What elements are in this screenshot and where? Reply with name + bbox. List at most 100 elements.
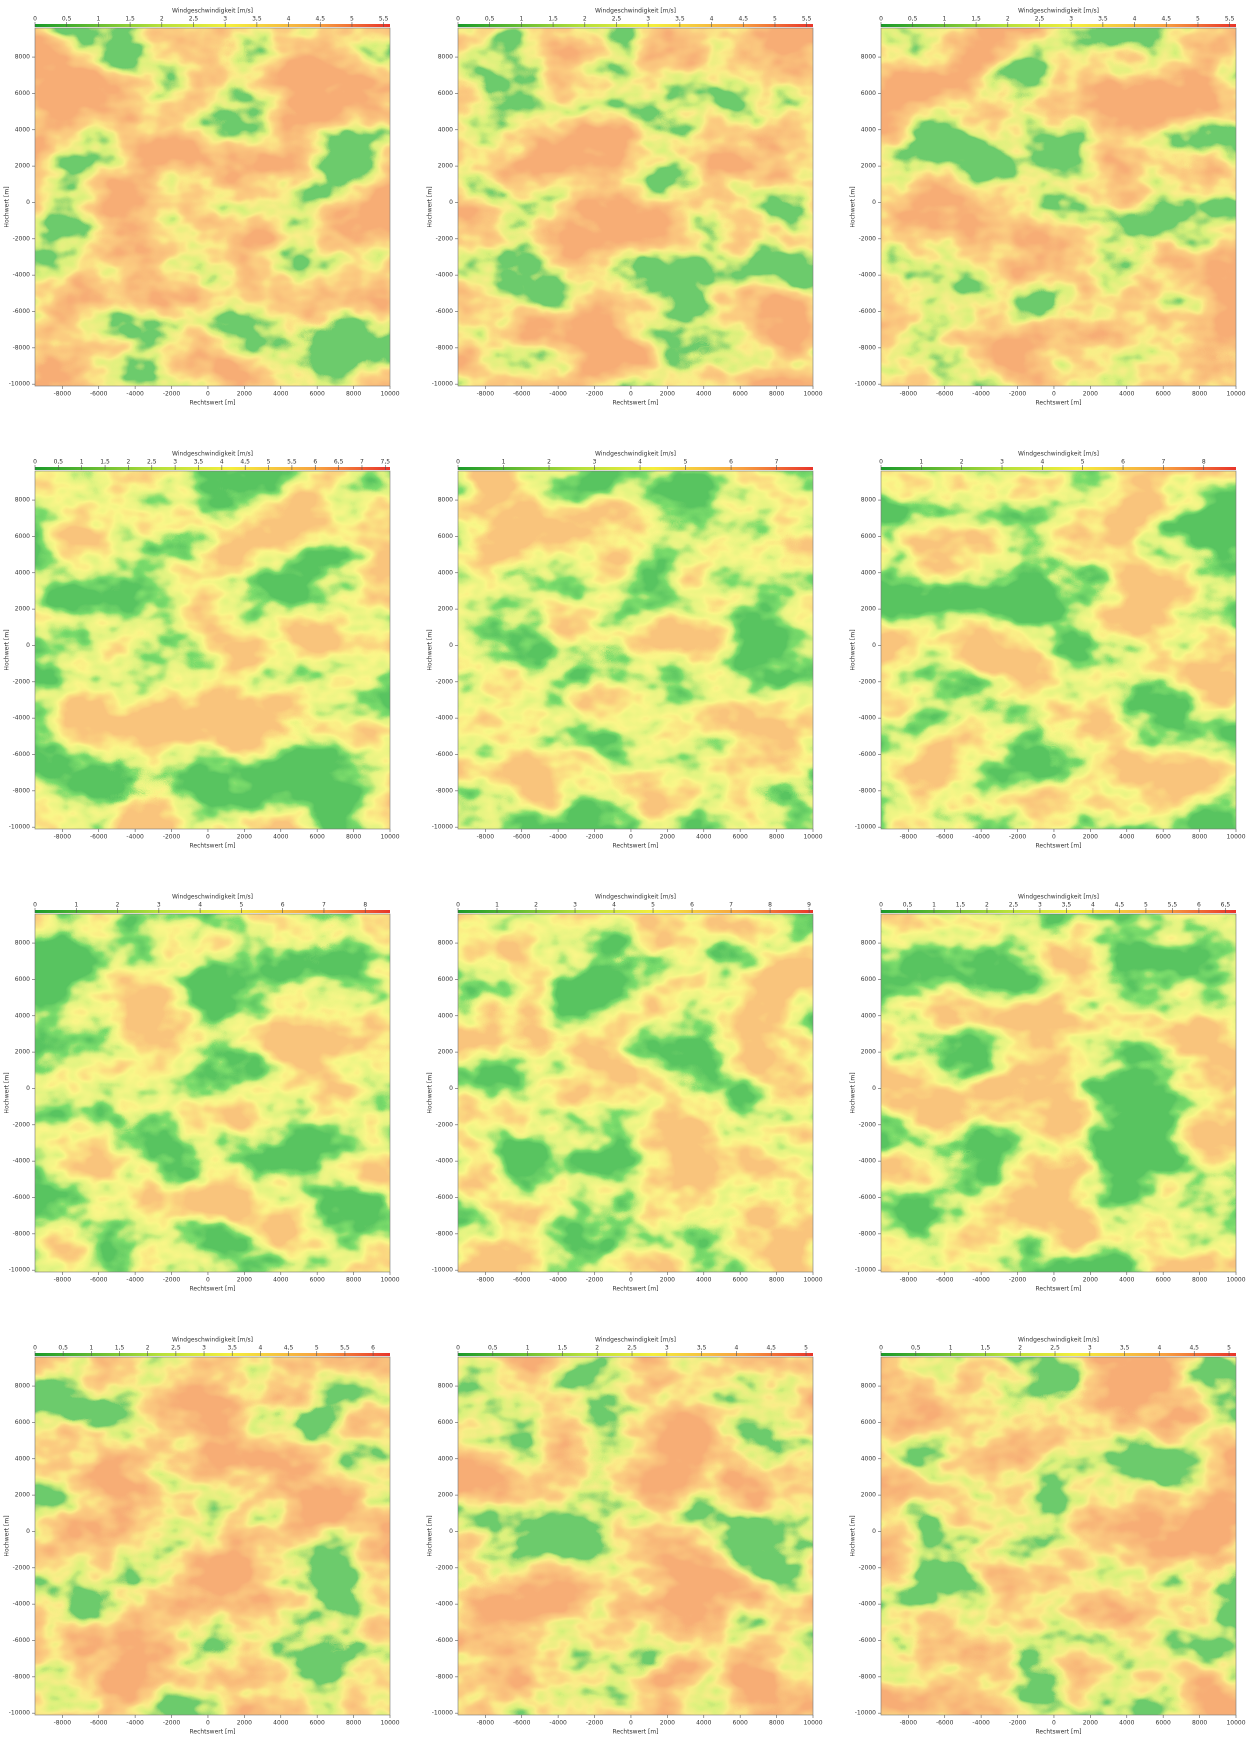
x-tick-label: 2000 [1083,1720,1098,1727]
y-tick-label: -2000 [436,1564,454,1571]
colorbar-title: Windgeschwindigkeit [m/s] [595,1337,676,1344]
y-tick-label: 0 [872,1528,876,1535]
colorbar-tick-label: 4 [198,902,202,909]
x-axis-label: Rechtswert [m] [612,1286,658,1293]
x-tick-label: 0 [629,1720,633,1727]
y-tick-label: 6000 [438,976,453,983]
colorbar-tick-label: 7 [322,902,326,909]
y-tick-label: -2000 [13,235,31,242]
x-tick-label: -4000 [549,834,567,841]
colorbar-tick-label: 0 [456,459,460,466]
y-tick-label: 6000 [438,90,453,97]
x-tick-label: 8000 [1192,1277,1207,1284]
colorbar-tick-label: 5,5 [340,1345,350,1352]
x-tick-label: -2000 [163,834,181,841]
colorbar-tick-label: 3,5 [227,1345,237,1352]
x-tick-label: 4000 [696,391,711,398]
y-axis-label: Hochwert [m] [850,186,857,227]
y-tick-label: 8000 [15,940,30,947]
colorbar-tick-label: 2,5 [1050,1345,1060,1352]
x-tick-label: -8000 [900,1277,918,1284]
y-tick-label: 8000 [438,497,453,504]
colorbar-tick-label: 3,5 [675,16,685,23]
x-tick-label: 0 [1052,1720,1056,1727]
y-tick-label: 2000 [438,163,453,170]
colorbar [881,467,1236,470]
colorbar-tick-label: 3 [573,902,577,909]
colorbar-tick-label: 2 [595,1345,599,1352]
x-tick-label: 10000 [803,834,822,841]
x-tick-label: 6000 [310,391,325,398]
y-tick-label: 6000 [438,1419,453,1426]
colorbar-tick-label: 4 [258,1345,262,1352]
y-tick-label: 2000 [15,1492,30,1499]
colorbar-tick-label: 6 [1197,902,1201,909]
x-tick-label: 2000 [1083,391,1098,398]
colorbar-tick-label: 1 [89,1345,93,1352]
x-tick-label: -8000 [477,1277,495,1284]
x-tick-label: 4000 [696,1277,711,1284]
colorbar-tick-label: 6 [313,459,317,466]
x-tick-label: 6000 [310,1277,325,1284]
colorbar-tick-label: 5 [315,1345,319,1352]
x-tick-label: 8000 [1192,1720,1207,1727]
y-tick-label: -4000 [859,1158,877,1165]
colorbar-tick-label: 7 [360,459,364,466]
y-tick-label: -6000 [13,1194,31,1201]
x-tick-label: -6000 [936,834,954,841]
colorbar-tick-label: 0,5 [54,459,64,466]
heatmap-field [881,471,1236,829]
y-tick-label: -6000 [859,1637,877,1644]
y-tick-label: 8000 [438,1383,453,1390]
y-tick-label: -10000 [855,824,876,831]
colorbar-tick-label: 8 [363,902,367,909]
y-axis-label: Hochwert [m] [850,629,857,670]
colorbar [881,1353,1236,1356]
y-tick-label: 4000 [861,1455,876,1462]
y-tick-label: 0 [449,1085,453,1092]
heatmap-field [35,914,390,1272]
x-axis-label: Rechtswert [m] [612,843,658,850]
colorbar-tick-label: 5 [651,902,655,909]
x-axis-label: Rechtswert [m] [1035,1729,1081,1736]
x-tick-label: 6000 [1156,391,1171,398]
x-tick-label: -2000 [163,1277,181,1284]
y-tick-label: -6000 [436,1194,454,1201]
colorbar-tick-label: 4,5 [766,1345,776,1352]
y-tick-label: -2000 [859,1121,877,1128]
y-tick-label: -6000 [13,308,31,315]
x-tick-label: 0 [206,1277,210,1284]
colorbar-tick-label: 2 [534,902,538,909]
y-axis-label: Hochwert [m] [4,629,11,670]
y-tick-label: -4000 [13,1158,31,1165]
y-tick-label: 0 [872,642,876,649]
x-tick-label: 6000 [733,1720,748,1727]
y-tick-label: 6000 [15,533,30,540]
y-tick-label: 2000 [861,606,876,613]
y-tick-label: -2000 [859,678,877,685]
colorbar-tick-label: 3 [223,16,227,23]
y-axis-label: Hochwert [m] [850,1515,857,1556]
x-tick-label: -6000 [513,391,531,398]
y-tick-label: -6000 [859,308,877,315]
y-tick-label: 8000 [861,54,876,61]
y-tick-label: -4000 [436,715,454,722]
colorbar-tick-label: 7 [775,459,779,466]
x-tick-label: 2000 [1083,1277,1098,1284]
y-tick-label: -8000 [436,787,454,794]
colorbar-tick-label: 0 [456,16,460,23]
x-tick-label: 10000 [380,834,399,841]
colorbar-tick-label: 4,5 [738,16,748,23]
colorbar-tick-label: 1 [74,902,78,909]
colorbar-tick-label: 0 [879,1345,883,1352]
x-tick-label: -6000 [90,834,108,841]
y-tick-label: 0 [26,199,30,206]
colorbar-tick-label: 4 [1091,902,1095,909]
colorbar-title: Windgeschwindigkeit [m/s] [595,894,676,901]
colorbar-tick-label: 1,5 [981,1345,991,1352]
colorbar-tick-label: 5,5 [802,16,812,23]
colorbar-tick-label: 1,5 [956,902,966,909]
x-tick-label: 2000 [237,834,252,841]
colorbar-tick-label: 2 [146,1345,150,1352]
y-tick-label: 6000 [438,533,453,540]
